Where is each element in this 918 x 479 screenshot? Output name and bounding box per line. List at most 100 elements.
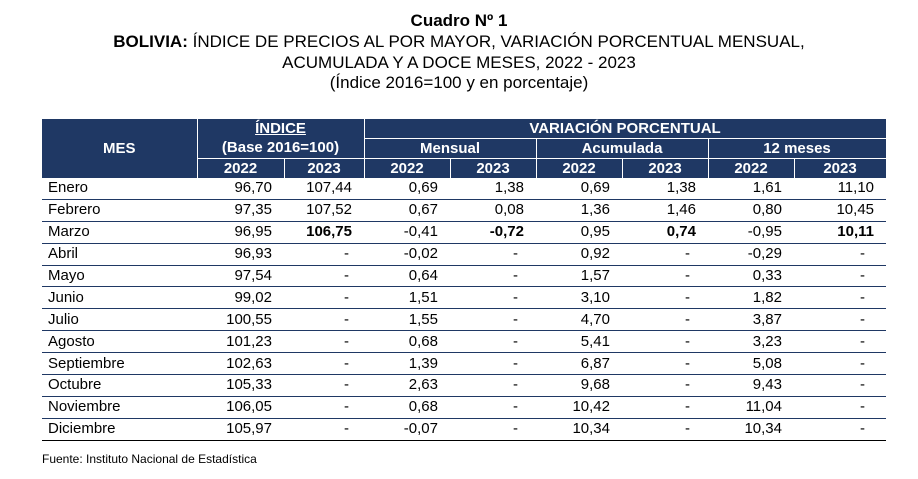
- cell-i22: 96,70: [197, 178, 284, 200]
- cell-a22: 10,42: [536, 396, 622, 419]
- header-mensual: Mensual: [363, 138, 537, 159]
- cell-a23: -: [622, 286, 708, 310]
- cell-m22: 1,51: [364, 286, 450, 310]
- cell-i23: -: [284, 396, 364, 419]
- cell-i23: -: [284, 243, 364, 266]
- cell-d23: 10,11: [794, 221, 887, 244]
- cell-a22: 3,10: [536, 286, 622, 310]
- cell-i23: -: [284, 374, 364, 397]
- cell-m23: -: [450, 330, 536, 354]
- cell-m22: 0,68: [364, 396, 450, 419]
- cell-a22: 4,70: [536, 308, 622, 332]
- cell-d23: -: [794, 243, 887, 266]
- cell-d23: -: [794, 418, 887, 441]
- cell-m23: -: [450, 374, 536, 397]
- cell-i23: -: [284, 418, 364, 441]
- cell-a23: 0,74: [622, 221, 708, 244]
- cell-a22: 0,92: [536, 243, 622, 266]
- header-mes: MES: [42, 119, 198, 178]
- cell-m23: -0,72: [450, 221, 536, 244]
- cell-a22: 5,41: [536, 330, 622, 354]
- header-variacion: VARIACIÓN PORCENTUAL: [363, 119, 887, 139]
- cell-i23: -: [284, 286, 364, 310]
- cell-i23: 107,44: [284, 178, 364, 200]
- cell-a23: -: [622, 265, 708, 288]
- cell-m23: -: [450, 308, 536, 332]
- cell-m23: -: [450, 418, 536, 441]
- table-row: Noviembre 106,05-0,68-10,42-11,04-: [42, 396, 887, 419]
- table-row: Junio 99,02-1,51-3,10-1,82-: [42, 286, 887, 310]
- cell-d22: 3,87: [708, 308, 794, 332]
- cell-a22: 9,68: [536, 374, 622, 397]
- cell-i23: -: [284, 308, 364, 332]
- table-row: Agosto 101,23-0,68-5,41-3,23-: [42, 330, 887, 354]
- cell-mes: Septiembre: [42, 352, 197, 376]
- cell-mes: Junio: [42, 286, 197, 310]
- cell-i22: 105,33: [197, 374, 284, 397]
- cell-d22: 1,61: [708, 178, 794, 200]
- table-row: Octubre 105,33-2,63-9,68-9,43-: [42, 374, 887, 397]
- cell-d22: 9,43: [708, 374, 794, 397]
- cell-i22: 101,23: [197, 330, 284, 354]
- table-subtitle-line1: BOLIVIA: ÍNDICE DE PRECIOS AL POR MAYOR,…: [0, 31, 918, 52]
- header-acumulada: Acumulada: [535, 138, 709, 159]
- cell-a22: 1,36: [536, 199, 622, 222]
- header-year: 2023: [283, 158, 365, 178]
- cell-d22: 0,33: [708, 265, 794, 288]
- header-year: 2023: [449, 158, 537, 178]
- cell-mes: Agosto: [42, 330, 197, 354]
- header-year: 2022: [196, 158, 285, 178]
- cell-a22: 0,95: [536, 221, 622, 244]
- cell-mes: Mayo: [42, 265, 197, 288]
- cell-mes: Diciembre: [42, 418, 197, 441]
- cell-m23: 0,08: [450, 199, 536, 222]
- cell-m22: -0,02: [364, 243, 450, 266]
- header-year: 2023: [793, 158, 887, 178]
- cell-i22: 105,97: [197, 418, 284, 441]
- cell-a23: -: [622, 374, 708, 397]
- cell-mes: Julio: [42, 308, 197, 332]
- cell-d22: 11,04: [708, 396, 794, 419]
- cell-i22: 96,93: [197, 243, 284, 266]
- cell-i22: 96,95: [197, 221, 284, 244]
- cell-d23: 11,10: [794, 178, 887, 200]
- cell-i23: -: [284, 265, 364, 288]
- cell-m22: 0,64: [364, 265, 450, 288]
- header-base: (Base 2016=100): [196, 138, 365, 159]
- table-title: Cuadro Nº 1: [410, 11, 508, 30]
- cell-i22: 99,02: [197, 286, 284, 310]
- cell-m23: -: [450, 243, 536, 266]
- header-year: 2022: [535, 158, 623, 178]
- table-subtitle-line2: ACUMULADA Y A DOCE MESES, 2022 - 2023: [282, 53, 636, 72]
- cell-a23: -: [622, 330, 708, 354]
- cell-m23: 1,38: [450, 178, 536, 200]
- cell-d23: -: [794, 330, 887, 354]
- table-row: Julio 100,55-1,55-4,70-3,87-: [42, 308, 887, 332]
- cell-i23: 107,52: [284, 199, 364, 222]
- cell-a23: -: [622, 418, 708, 441]
- table-row: Abril 96,93- -0,02-0,92- -0,29-: [42, 243, 887, 266]
- cell-d22: 3,23: [708, 330, 794, 354]
- table-row: Mayo 97,54-0,64-1,57-0,33-: [42, 265, 887, 288]
- title-block: Cuadro Nº 1 BOLIVIA: ÍNDICE DE PRECIOS A…: [0, 10, 918, 93]
- cell-d23: -: [794, 286, 887, 310]
- table-row: Marzo 96,95 106,75 -0,41 -0,72 0,95 0,74 -0,95 1…: [42, 221, 887, 244]
- cell-d22: 5,08: [708, 352, 794, 376]
- header-indice: ÍNDICE: [196, 119, 365, 139]
- cell-d22: -0,29: [708, 243, 794, 266]
- header-year: 2022: [707, 158, 795, 178]
- cell-d23: -: [794, 265, 887, 288]
- cell-d23: 10,45: [794, 199, 887, 222]
- cell-d23: -: [794, 308, 887, 332]
- cell-d23: -: [794, 396, 887, 419]
- cell-mes: Abril: [42, 243, 197, 266]
- cell-a23: -: [622, 243, 708, 266]
- cell-m22: -0,41: [364, 221, 450, 244]
- cell-m22: 0,67: [364, 199, 450, 222]
- cell-a23: 1,38: [622, 178, 708, 200]
- cell-mes: Enero: [42, 178, 197, 200]
- cell-a22: 1,57: [536, 265, 622, 288]
- cell-m23: -: [450, 352, 536, 376]
- cell-m22: 0,68: [364, 330, 450, 354]
- cell-i22: 97,35: [197, 199, 284, 222]
